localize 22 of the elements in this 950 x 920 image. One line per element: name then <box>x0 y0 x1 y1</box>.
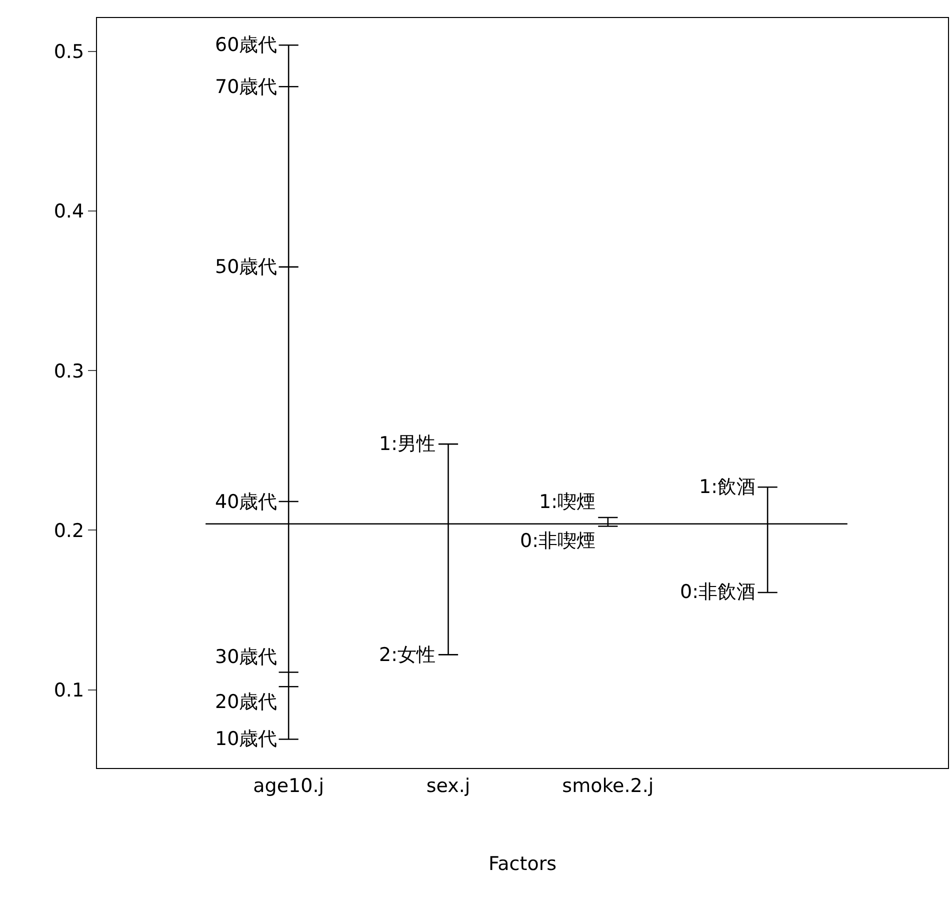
annotation: 1:喫煙 <box>539 491 596 513</box>
y-tick-label: 0.1 <box>54 679 84 702</box>
y-tick-label: 0.5 <box>54 41 84 64</box>
annotation: 70歳代 <box>215 76 278 98</box>
annotation: 0:非喫煙 <box>520 530 596 552</box>
annotation: 1:飲酒 <box>699 476 756 498</box>
y-tick-label: 0.4 <box>54 200 84 223</box>
y-tick-label: 0.3 <box>54 360 84 382</box>
x-tick-label: sex.j <box>426 774 470 797</box>
annotation: 10歳代 <box>215 728 278 750</box>
annotation: 2:女性 <box>379 644 436 666</box>
x-axis-title: Factors <box>488 852 557 875</box>
annotation: 50歳代 <box>215 256 278 278</box>
y-tick-label: 0.2 <box>54 520 84 542</box>
annotation: 20歳代 <box>215 691 278 713</box>
x-tick-label: age10.j <box>253 774 324 797</box>
annotation: 40歳代 <box>215 491 278 513</box>
annotation: 0:非飲酒 <box>680 581 756 603</box>
x-tick-label: smoke.2.j <box>562 774 654 797</box>
annotation: 60歳代 <box>215 34 278 56</box>
annotation: 1:男性 <box>379 433 436 455</box>
annotation: 30歳代 <box>215 646 278 668</box>
